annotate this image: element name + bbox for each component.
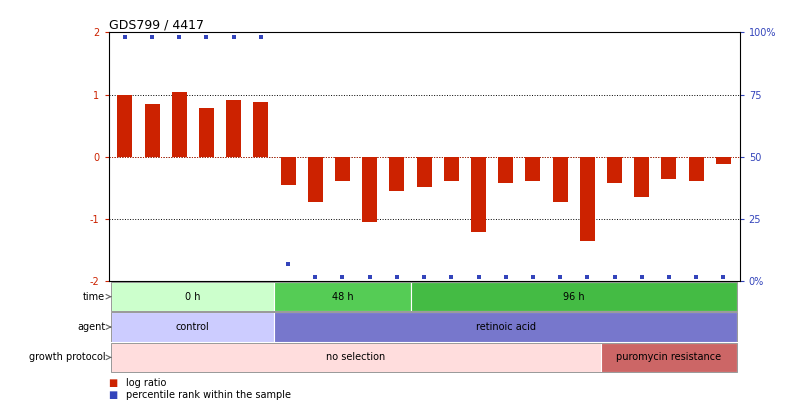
Bar	[111, 343, 600, 372]
Bar	[443, 157, 459, 181]
Bar	[362, 157, 377, 222]
Text: ■: ■	[108, 390, 118, 400]
Bar	[471, 157, 485, 232]
Bar	[274, 282, 410, 311]
Text: ■: ■	[108, 378, 118, 388]
Bar	[498, 157, 512, 183]
Bar	[226, 100, 241, 157]
Bar	[661, 157, 675, 179]
Bar	[552, 157, 567, 202]
Text: GDS799 / 4417: GDS799 / 4417	[108, 18, 203, 31]
Bar	[280, 157, 296, 185]
Bar	[253, 102, 268, 157]
Bar	[111, 313, 274, 342]
Text: 96 h: 96 h	[562, 292, 584, 302]
Text: 0 h: 0 h	[185, 292, 201, 302]
Text: retinoic acid: retinoic acid	[475, 322, 535, 332]
Bar	[199, 109, 214, 157]
Bar	[335, 157, 349, 181]
Bar	[715, 157, 730, 164]
Text: no selection: no selection	[326, 352, 385, 362]
Text: control: control	[176, 322, 210, 332]
Bar	[634, 157, 648, 197]
Text: time: time	[84, 292, 105, 302]
Text: percentile rank within the sample: percentile rank within the sample	[126, 390, 291, 400]
Bar	[389, 157, 404, 191]
Text: agent: agent	[77, 322, 105, 332]
Bar	[117, 95, 132, 157]
Bar	[600, 343, 736, 372]
Bar	[579, 157, 594, 241]
Text: log ratio: log ratio	[126, 378, 166, 388]
Bar	[410, 282, 736, 311]
Bar	[145, 104, 159, 157]
Bar	[274, 313, 736, 342]
Bar	[308, 157, 322, 202]
Text: puromycin resistance: puromycin resistance	[616, 352, 720, 362]
Bar	[416, 157, 431, 187]
Bar	[525, 157, 540, 181]
Text: growth protocol: growth protocol	[29, 352, 105, 362]
Bar	[111, 282, 274, 311]
Bar	[688, 157, 703, 181]
Bar	[606, 157, 622, 183]
Text: 48 h: 48 h	[332, 292, 353, 302]
Bar	[172, 92, 186, 157]
